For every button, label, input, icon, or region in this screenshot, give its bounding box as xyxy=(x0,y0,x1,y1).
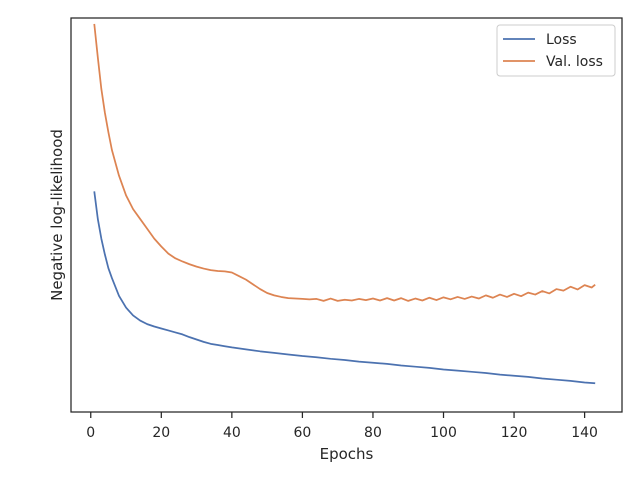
x-tick-label: 120 xyxy=(501,425,528,441)
y-axis-label: Negative log-likelihood xyxy=(48,129,66,301)
x-tick-label: 100 xyxy=(430,425,457,441)
x-tick-label: 140 xyxy=(571,425,598,441)
legend-label-loss: Loss xyxy=(546,32,577,48)
x-tick-label: 40 xyxy=(223,425,241,441)
x-tick-label: 0 xyxy=(86,425,95,441)
plot-frame xyxy=(70,17,623,413)
plot-background xyxy=(71,18,622,412)
legend: Loss Val. loss xyxy=(496,24,616,77)
legend-label-val-loss: Val. loss xyxy=(546,54,603,70)
legend-box xyxy=(496,24,616,77)
x-tick-label: 80 xyxy=(364,425,382,441)
x-tick-label: 60 xyxy=(293,425,311,441)
x-tick-label: 20 xyxy=(152,425,170,441)
x-axis-label: Epochs xyxy=(320,445,374,463)
series-line-loss xyxy=(93,191,596,385)
series-line-val-loss xyxy=(93,23,596,302)
series-layer xyxy=(93,23,596,385)
x-axis-ticks: 0 20 40 60 80 100 120 140 xyxy=(86,412,598,441)
